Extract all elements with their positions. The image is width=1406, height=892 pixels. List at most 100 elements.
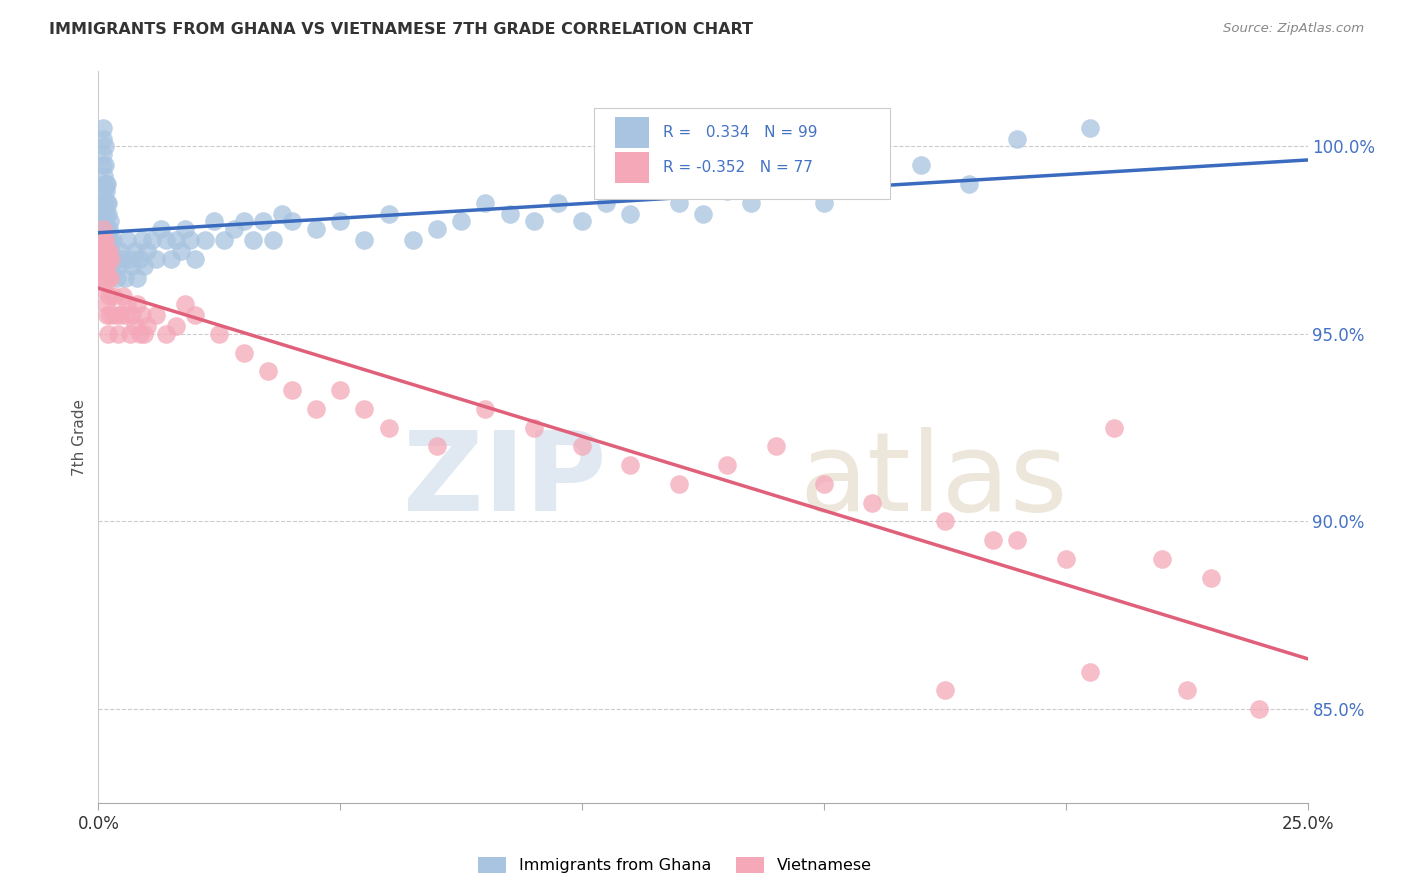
Point [91,233,114,247]
Bar [614,118,648,148]
Point [101,233,124,247]
Point [813,477,835,491]
Point [169,244,191,259]
Point [90,260,112,274]
Point [765,177,787,191]
Point [1078,665,1101,679]
Point [93,252,115,266]
Point [523,214,546,228]
Point [101,289,124,303]
Point [118,326,141,341]
Point [114,308,136,322]
Point [97,222,120,236]
Point [107,260,129,274]
Point [619,458,641,473]
Point [450,214,472,228]
Point [93,270,115,285]
Point [97,207,120,221]
Point [232,214,254,228]
Point [96,177,118,191]
Point [98,308,121,322]
Point [127,270,149,285]
Point [98,270,121,285]
Point [860,177,883,191]
Point [90,244,112,259]
Text: atlas: atlas [800,427,1069,534]
Point [96,270,118,285]
Point [97,233,120,247]
Point [94,207,117,221]
Point [402,233,425,247]
Point [97,252,120,266]
Point [97,252,120,266]
Point [98,233,121,247]
Text: ZIP: ZIP [404,427,606,534]
Point [1007,132,1029,146]
Point [111,252,134,266]
Point [135,244,157,259]
Point [813,195,835,210]
Point [353,233,375,247]
Point [668,195,690,210]
Point [426,222,449,236]
Point [98,214,121,228]
Point [184,252,207,266]
Point [108,244,131,259]
Point [124,319,146,334]
Point [1249,702,1271,716]
Point [474,195,496,210]
Point [1054,552,1077,566]
Point [91,260,114,274]
Point [644,185,666,199]
Point [194,233,217,247]
Point [1175,683,1198,698]
Point [91,147,114,161]
Point [377,207,399,221]
Point [91,270,114,285]
Point [716,185,738,199]
Point [150,222,173,236]
Point [165,233,187,247]
Point [498,207,520,221]
Point [1152,552,1174,566]
Point [94,158,117,172]
Point [134,260,156,274]
Point [96,185,118,199]
Point [1078,120,1101,135]
Point [117,297,139,311]
Point [121,260,143,274]
Point [94,177,117,191]
Point [426,440,449,454]
Y-axis label: 7th Grade: 7th Grade [72,399,87,475]
Point [117,233,139,247]
Legend: Immigrants from Ghana, Vietnamese: Immigrants from Ghana, Vietnamese [471,850,879,880]
Point [571,214,593,228]
Point [212,233,235,247]
Point [96,222,118,236]
Point [91,120,114,135]
Point [91,207,114,221]
Point [97,244,120,259]
Point [93,195,115,210]
Point [97,326,120,341]
Point [934,515,956,529]
Point [957,177,980,191]
Point [174,222,197,236]
Point [107,326,129,341]
Point [96,233,118,247]
Point [353,401,375,416]
Point [232,345,254,359]
Point [96,244,118,259]
Point [571,440,593,454]
Point [91,132,114,146]
Point [155,326,177,341]
Point [100,260,122,274]
Point [242,233,264,247]
Point [90,244,112,259]
Point [692,207,714,221]
Point [118,252,141,266]
Point [208,326,231,341]
Point [145,252,167,266]
Point [134,326,156,341]
Point [256,364,278,378]
